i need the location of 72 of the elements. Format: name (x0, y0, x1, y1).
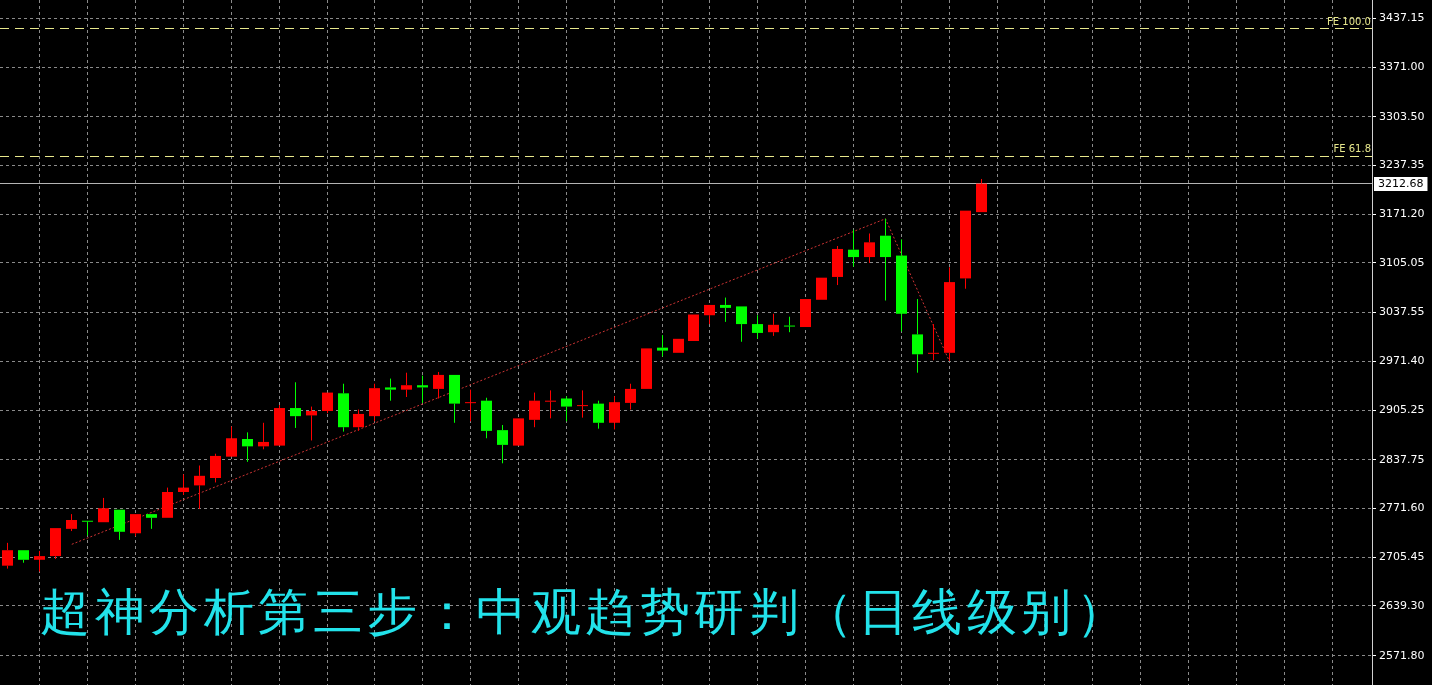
candlestick (976, 178, 987, 213)
candlestick (752, 314, 763, 340)
y-tick-label: 3037.55 (1379, 305, 1425, 319)
candlestick (864, 232, 875, 264)
candlestick (322, 392, 333, 414)
y-tick-label: 3303.50 (1379, 109, 1425, 123)
candlestick (290, 381, 301, 429)
candlestick (912, 298, 923, 374)
candlestick (306, 406, 317, 441)
candlestick (338, 383, 349, 433)
y-tick-label: 2905.25 (1379, 402, 1425, 416)
candlestick (226, 425, 237, 457)
candlestick (704, 304, 715, 325)
candlestick (481, 397, 492, 439)
candlestick (465, 389, 476, 422)
candlestick (369, 383, 380, 422)
text: 超神分析第三步：中观趋势研判（日线级别） (40, 583, 1130, 641)
candlestick (960, 210, 971, 290)
candlestick (98, 497, 109, 523)
candlestick (529, 392, 540, 428)
candlestick (242, 431, 253, 463)
candlestick (417, 375, 428, 404)
candlestick (146, 514, 157, 530)
y-tick-label: 2639.30 (1379, 598, 1425, 612)
candlestick (561, 395, 572, 422)
candlestick (832, 245, 843, 286)
candlestick (66, 513, 77, 532)
candlestick (82, 520, 93, 536)
candlestick (593, 400, 604, 430)
candlestick (848, 229, 859, 268)
y-tick-label: 3105.05 (1379, 255, 1425, 269)
candlestick (944, 266, 955, 362)
candlestick (130, 514, 141, 537)
candlestick (497, 424, 508, 464)
y-tick-label: 3437.15 (1379, 11, 1425, 25)
ref-line-label: FE 61.8 (1333, 142, 1371, 154)
candlestick (114, 509, 125, 541)
candlestick (720, 297, 731, 323)
candlestick (896, 238, 907, 332)
candlestick (768, 313, 779, 337)
ref-line-label: FE 100.0 (1327, 15, 1371, 27)
candlestick (34, 550, 45, 573)
candlestick (545, 389, 556, 419)
candlestick (880, 218, 891, 302)
y-tick-label: 2571.80 (1379, 648, 1425, 662)
candlestick (274, 404, 285, 446)
candlestick (353, 409, 364, 432)
y-tick-label: 3237.35 (1379, 158, 1425, 172)
candlestick (784, 316, 795, 333)
y-tick-label: 2771.60 (1379, 501, 1425, 515)
candlestick (18, 550, 29, 564)
y-tick-label: 2837.75 (1379, 452, 1425, 466)
y-tick-label: 2705.45 (1379, 550, 1425, 564)
candlestick (433, 371, 444, 399)
candlestick (625, 383, 636, 411)
candlestick (609, 395, 620, 430)
y-tick-label: 3171.20 (1379, 207, 1425, 221)
y-tick-label: 3371.00 (1379, 59, 1425, 73)
candlestick (194, 465, 205, 510)
candlestick (577, 389, 588, 419)
candlestick (258, 422, 269, 450)
candlestick (2, 542, 13, 570)
candlestick (385, 378, 396, 402)
candlestick (401, 372, 412, 398)
candlestick (736, 306, 747, 343)
candlestick (178, 473, 189, 496)
ref-line-label: 3212.68 (1378, 177, 1424, 191)
candlestick (50, 528, 61, 560)
y-tick-label: 2971.40 (1379, 354, 1425, 368)
candlestick (162, 487, 173, 518)
candlestick (928, 323, 939, 361)
candlestick (657, 334, 668, 357)
